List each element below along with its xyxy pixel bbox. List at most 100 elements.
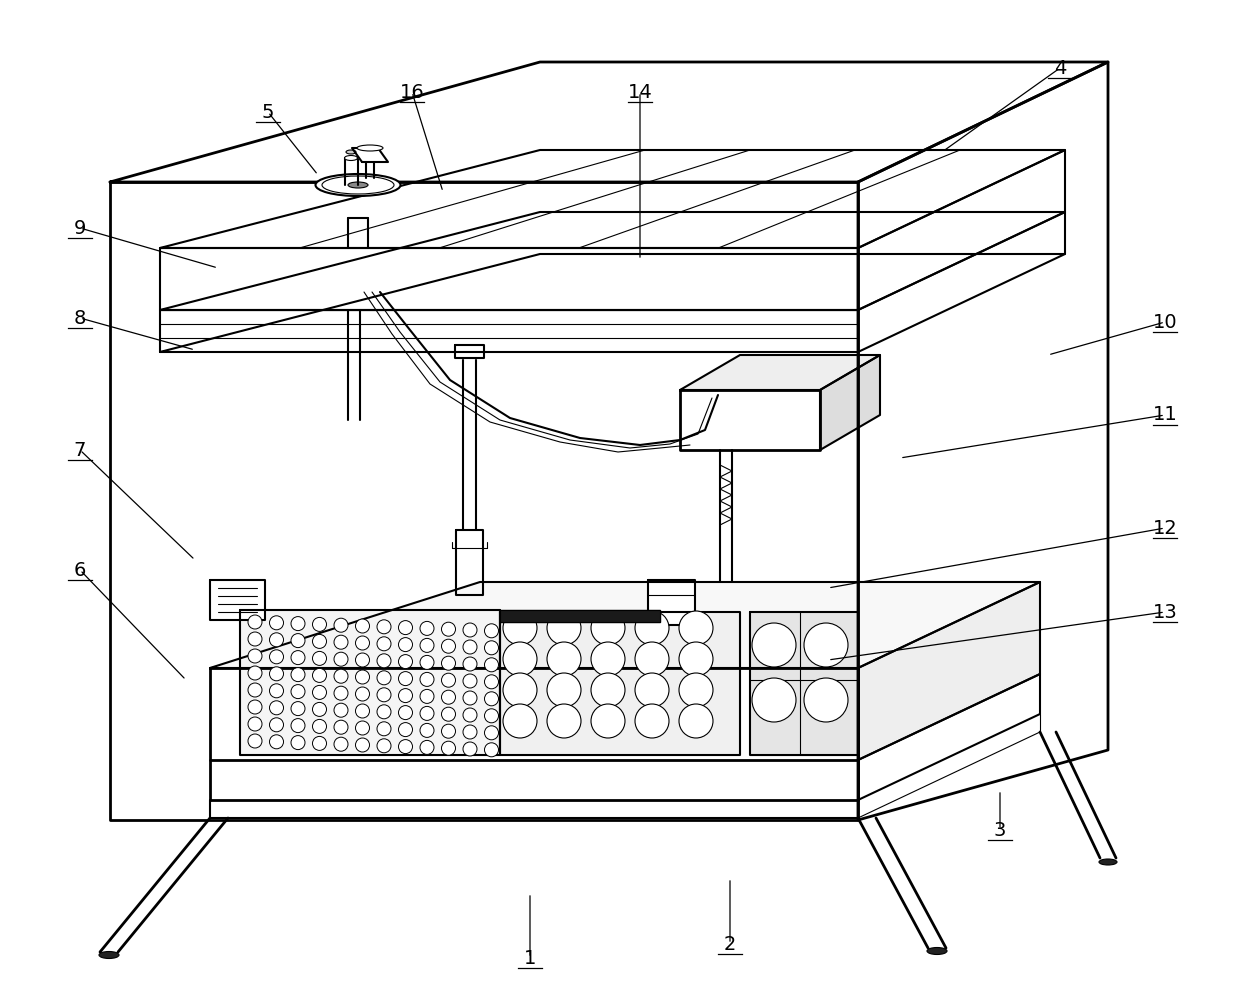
- Circle shape: [291, 736, 305, 750]
- Circle shape: [291, 719, 305, 733]
- Polygon shape: [500, 610, 660, 622]
- Circle shape: [291, 617, 305, 630]
- Circle shape: [441, 707, 455, 721]
- Ellipse shape: [357, 145, 383, 151]
- Circle shape: [680, 642, 713, 676]
- Circle shape: [334, 720, 348, 734]
- Circle shape: [420, 638, 434, 652]
- Circle shape: [248, 717, 262, 731]
- Circle shape: [248, 683, 262, 697]
- Circle shape: [312, 719, 326, 734]
- Ellipse shape: [345, 156, 357, 161]
- Circle shape: [751, 623, 796, 667]
- Circle shape: [269, 735, 284, 749]
- Circle shape: [441, 673, 455, 688]
- Circle shape: [312, 651, 326, 666]
- Circle shape: [485, 691, 498, 706]
- Circle shape: [485, 726, 498, 740]
- Circle shape: [547, 673, 582, 707]
- Circle shape: [485, 709, 498, 723]
- Circle shape: [463, 657, 477, 671]
- Circle shape: [248, 649, 262, 663]
- Circle shape: [420, 723, 434, 738]
- Circle shape: [591, 673, 625, 707]
- Circle shape: [485, 743, 498, 756]
- Circle shape: [356, 721, 370, 735]
- Circle shape: [420, 690, 434, 703]
- Circle shape: [356, 653, 370, 667]
- Circle shape: [398, 689, 413, 702]
- Ellipse shape: [346, 150, 356, 154]
- Circle shape: [377, 671, 391, 685]
- Circle shape: [463, 725, 477, 739]
- Circle shape: [398, 672, 413, 686]
- Polygon shape: [455, 345, 484, 358]
- Circle shape: [503, 704, 537, 738]
- Circle shape: [377, 636, 391, 651]
- Circle shape: [269, 700, 284, 715]
- Circle shape: [334, 687, 348, 700]
- Circle shape: [503, 673, 537, 707]
- Circle shape: [356, 619, 370, 633]
- Ellipse shape: [348, 182, 368, 188]
- Circle shape: [420, 673, 434, 687]
- Circle shape: [398, 723, 413, 737]
- Circle shape: [441, 741, 455, 755]
- Text: 1: 1: [523, 949, 536, 967]
- Polygon shape: [820, 355, 880, 450]
- Circle shape: [269, 650, 284, 664]
- Circle shape: [635, 611, 670, 645]
- Circle shape: [248, 734, 262, 748]
- Circle shape: [804, 678, 848, 722]
- Polygon shape: [680, 390, 820, 450]
- Circle shape: [398, 637, 413, 652]
- Polygon shape: [210, 668, 858, 760]
- Text: 5: 5: [262, 102, 274, 121]
- Circle shape: [312, 702, 326, 716]
- Circle shape: [377, 654, 391, 668]
- Circle shape: [751, 678, 796, 722]
- Circle shape: [441, 623, 455, 636]
- Text: 3: 3: [993, 821, 1006, 839]
- Circle shape: [485, 624, 498, 638]
- Circle shape: [291, 668, 305, 682]
- Text: 13: 13: [1153, 603, 1177, 622]
- Circle shape: [377, 688, 391, 701]
- Circle shape: [356, 738, 370, 752]
- Circle shape: [804, 623, 848, 667]
- Circle shape: [591, 704, 625, 738]
- Circle shape: [356, 704, 370, 718]
- Circle shape: [334, 635, 348, 649]
- Circle shape: [503, 611, 537, 645]
- Circle shape: [291, 651, 305, 665]
- Circle shape: [248, 666, 262, 680]
- Text: 7: 7: [74, 440, 87, 459]
- Circle shape: [334, 669, 348, 684]
- Ellipse shape: [315, 174, 401, 196]
- Circle shape: [420, 706, 434, 720]
- Polygon shape: [210, 582, 1040, 668]
- Circle shape: [680, 611, 713, 645]
- Circle shape: [377, 620, 391, 633]
- Circle shape: [356, 670, 370, 684]
- Circle shape: [547, 642, 582, 676]
- Circle shape: [269, 632, 284, 647]
- Circle shape: [269, 616, 284, 629]
- Circle shape: [420, 622, 434, 635]
- Circle shape: [441, 656, 455, 670]
- Circle shape: [547, 704, 582, 738]
- Polygon shape: [680, 355, 880, 390]
- Circle shape: [312, 618, 326, 631]
- Circle shape: [334, 737, 348, 752]
- Circle shape: [420, 741, 434, 755]
- Circle shape: [503, 642, 537, 676]
- Polygon shape: [241, 610, 500, 755]
- Polygon shape: [750, 612, 858, 755]
- Circle shape: [463, 691, 477, 705]
- Text: 10: 10: [1153, 312, 1177, 332]
- Circle shape: [334, 619, 348, 632]
- Polygon shape: [456, 530, 484, 595]
- Circle shape: [291, 685, 305, 698]
- Circle shape: [441, 690, 455, 704]
- Circle shape: [547, 611, 582, 645]
